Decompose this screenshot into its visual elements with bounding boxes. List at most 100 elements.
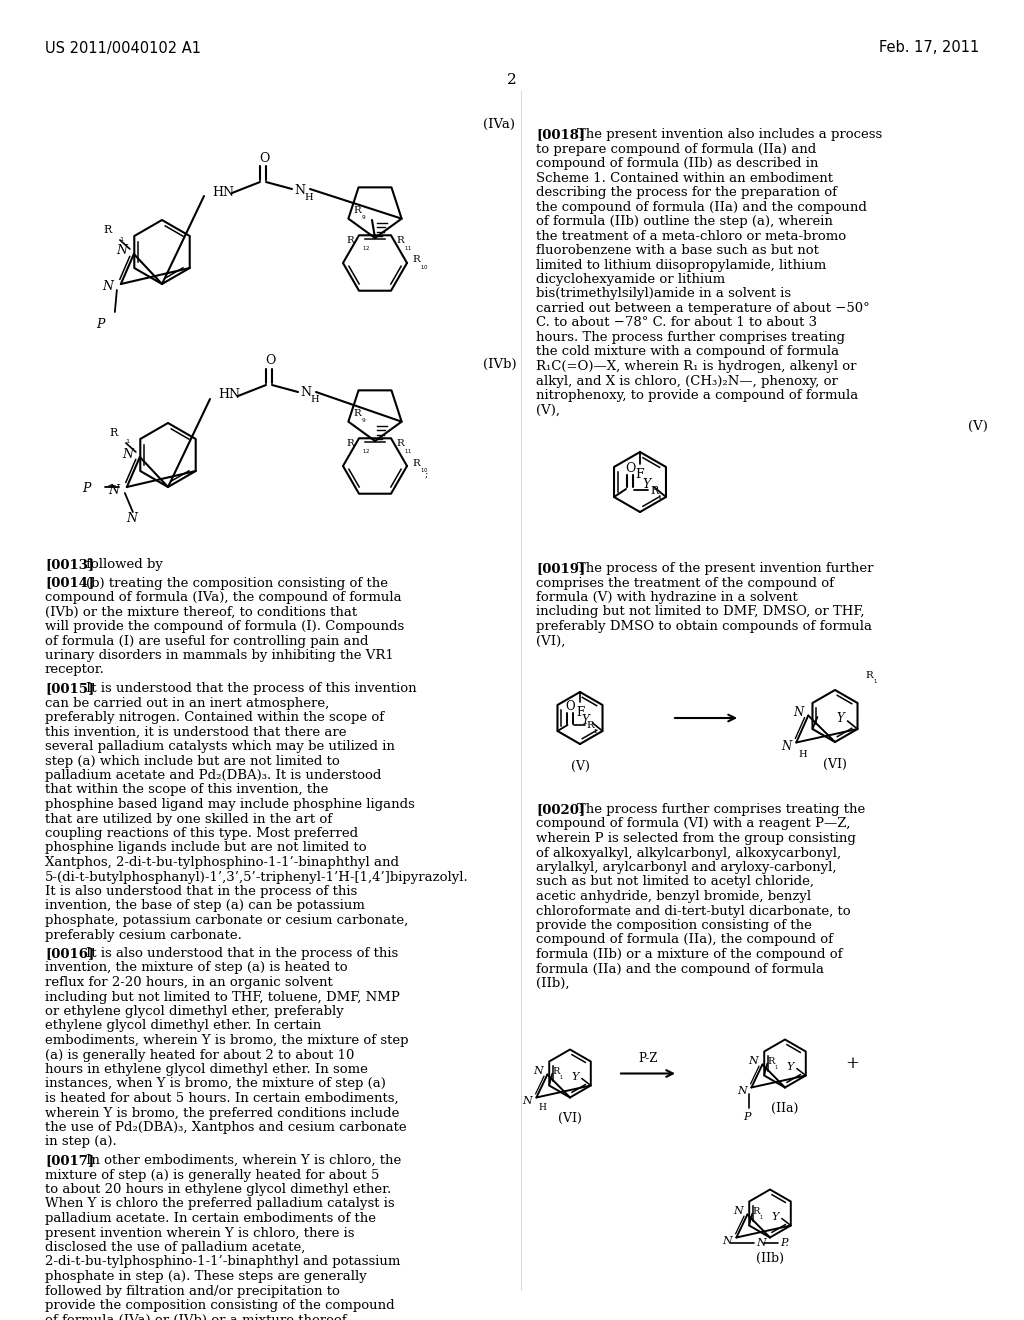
Text: The process of the present invention further: The process of the present invention fur… <box>578 562 873 576</box>
Text: O: O <box>625 462 635 475</box>
Text: N: N <box>294 183 305 197</box>
Text: N: N <box>300 387 311 400</box>
Text: invention, the mixture of step (a) is heated to: invention, the mixture of step (a) is he… <box>45 961 347 974</box>
Text: 5-(di-t-butylphosphanyl)-1’,3’,5’-triphenyl-1’H-[1,4’]bipyrazolyl.: 5-(di-t-butylphosphanyl)-1’,3’,5’-triphe… <box>45 870 469 883</box>
Text: dicyclohexyamide or lithium: dicyclohexyamide or lithium <box>536 273 725 286</box>
Text: [0020]: [0020] <box>536 803 585 816</box>
Text: The process further comprises treating the: The process further comprises treating t… <box>578 803 865 816</box>
Text: Y: Y <box>771 1212 779 1221</box>
Text: N: N <box>781 741 792 752</box>
Text: $_{10}$: $_{10}$ <box>420 264 429 272</box>
Text: N: N <box>522 1096 532 1106</box>
Text: to about 20 hours in ethylene glycol dimethyl ether.: to about 20 hours in ethylene glycol dim… <box>45 1183 391 1196</box>
Text: $_{12}$: $_{12}$ <box>362 244 371 252</box>
Text: It is understood that the process of this invention: It is understood that the process of thi… <box>86 682 417 696</box>
Text: phosphate in step (a). These steps are generally: phosphate in step (a). These steps are g… <box>45 1270 367 1283</box>
Text: (IVa): (IVa) <box>483 117 515 131</box>
Text: $_{12}$: $_{12}$ <box>362 447 371 455</box>
Text: invention, the base of step (a) can be potassium: invention, the base of step (a) can be p… <box>45 899 365 912</box>
Text: [0017]: [0017] <box>45 1154 94 1167</box>
Text: F: F <box>636 469 644 480</box>
Text: instances, when Y is bromo, the mixture of step (a): instances, when Y is bromo, the mixture … <box>45 1077 386 1090</box>
Text: P: P <box>83 483 91 495</box>
Text: $_{10}$: $_{10}$ <box>420 466 429 475</box>
Text: (IIb),: (IIb), <box>536 977 569 990</box>
Text: R: R <box>110 428 118 438</box>
Text: step (a) which include but are not limited to: step (a) which include but are not limit… <box>45 755 340 767</box>
Text: alkyl, and X is chloro, (CH₃)₂N—, phenoxy, or: alkyl, and X is chloro, (CH₃)₂N—, phenox… <box>536 375 838 388</box>
Text: the cold mixture with a compound of formula: the cold mixture with a compound of form… <box>536 346 839 359</box>
Text: (IVb): (IVb) <box>483 358 517 371</box>
Text: (V): (V) <box>968 420 988 433</box>
Text: 2: 2 <box>507 73 517 87</box>
Text: the treatment of a meta-chloro or meta-bromo: the treatment of a meta-chloro or meta-b… <box>536 230 846 243</box>
Text: N: N <box>101 281 113 293</box>
Text: R: R <box>587 722 594 730</box>
Text: such as but not limited to acetyl chloride,: such as but not limited to acetyl chlori… <box>536 875 814 888</box>
Text: N: N <box>723 1236 732 1246</box>
Text: that within the scope of this invention, the: that within the scope of this invention,… <box>45 784 329 796</box>
Text: coupling reactions of this type. Most preferred: coupling reactions of this type. Most pr… <box>45 828 358 840</box>
Text: (VI),: (VI), <box>536 635 565 648</box>
Text: Scheme 1. Contained within an embodiment: Scheme 1. Contained within an embodiment <box>536 172 833 185</box>
Text: R: R <box>753 1206 760 1216</box>
Text: [0016]: [0016] <box>45 946 94 960</box>
Text: formula (V) with hydrazine in a solvent: formula (V) with hydrazine in a solvent <box>536 591 798 605</box>
Text: including but not limited to THF, toluene, DMF, NMP: including but not limited to THF, toluen… <box>45 990 400 1003</box>
Text: including but not limited to DMF, DMSO, or THF,: including but not limited to DMF, DMSO, … <box>536 606 864 619</box>
Text: (IIa): (IIa) <box>771 1101 799 1114</box>
Text: $_1$: $_1$ <box>594 727 598 737</box>
Text: $_1$: $_1$ <box>759 1213 764 1222</box>
Text: describing the process for the preparation of: describing the process for the preparati… <box>536 186 837 199</box>
Text: +: + <box>845 1055 859 1072</box>
Text: HN: HN <box>212 186 234 198</box>
Text: [0015]: [0015] <box>45 682 94 696</box>
Text: urinary disorders in mammals by inhibiting the VR1: urinary disorders in mammals by inhibiti… <box>45 649 394 663</box>
Text: of formula (I) are useful for controlling pain and: of formula (I) are useful for controllin… <box>45 635 369 648</box>
Text: formula (IIb) or a mixture of the compound of: formula (IIb) or a mixture of the compou… <box>536 948 843 961</box>
Text: preferably nitrogen. Contained within the scope of: preferably nitrogen. Contained within th… <box>45 711 384 723</box>
Text: fluorobenzene with a base such as but not: fluorobenzene with a base such as but no… <box>536 244 819 257</box>
Text: Y: Y <box>571 1072 579 1081</box>
Text: $_9$: $_9$ <box>361 416 367 425</box>
Text: arylalkyl, arylcarbonyl and aryloxy-carbonyl,: arylalkyl, arylcarbonyl and aryloxy-carb… <box>536 861 837 874</box>
Text: H: H <box>539 1104 546 1111</box>
Text: $_{1.}$: $_{1.}$ <box>657 492 665 502</box>
Text: R: R <box>346 438 354 447</box>
Text: $_1$: $_1$ <box>119 235 125 243</box>
Text: US 2011/0040102 A1: US 2011/0040102 A1 <box>45 41 201 55</box>
Text: of formula (IVa) or (IVb) or a mixture thereof.: of formula (IVa) or (IVb) or a mixture t… <box>45 1313 350 1320</box>
Text: (b) treating the composition consisting of the: (b) treating the composition consisting … <box>86 577 388 590</box>
Text: can be carried out in an inert atmosphere,: can be carried out in an inert atmospher… <box>45 697 330 710</box>
Text: [0019]: [0019] <box>536 562 586 576</box>
Text: (V): (V) <box>570 760 590 774</box>
Text: followed by filtration and/or precipitation to: followed by filtration and/or precipitat… <box>45 1284 340 1298</box>
Text: phosphine based ligand may include phosphine ligands: phosphine based ligand may include phosp… <box>45 799 415 810</box>
Text: R: R <box>412 256 420 264</box>
Text: hours in ethylene glycol dimethyl ether. In some: hours in ethylene glycol dimethyl ether.… <box>45 1063 368 1076</box>
Text: (VI): (VI) <box>558 1111 582 1125</box>
Text: R: R <box>346 236 354 244</box>
Text: wherein Y is bromo, the preferred conditions include: wherein Y is bromo, the preferred condit… <box>45 1106 399 1119</box>
Text: It is also understood that in the process of this: It is also understood that in the proces… <box>45 884 357 898</box>
Text: provide the composition consisting of the compound: provide the composition consisting of th… <box>45 1299 394 1312</box>
Text: palladium acetate. In certain embodiments of the: palladium acetate. In certain embodiment… <box>45 1212 376 1225</box>
Text: palladium acetate and Pd₂(DBA)₃. It is understood: palladium acetate and Pd₂(DBA)₃. It is u… <box>45 770 381 781</box>
Text: compound of formula (IIa), the compound of: compound of formula (IIa), the compound … <box>536 933 833 946</box>
Text: N: N <box>116 244 127 257</box>
Text: Y: Y <box>643 478 651 491</box>
Text: phosphine ligands include but are not limited to: phosphine ligands include but are not li… <box>45 842 367 854</box>
Text: this invention, it is understood that there are: this invention, it is understood that th… <box>45 726 346 738</box>
Text: ;: ; <box>425 470 428 479</box>
Text: R: R <box>412 458 420 467</box>
Text: will provide the compound of formula (I). Compounds: will provide the compound of formula (I)… <box>45 620 404 634</box>
Text: N: N <box>733 1206 743 1217</box>
Text: In other embodiments, wherein Y is chloro, the: In other embodiments, wherein Y is chlor… <box>86 1154 401 1167</box>
Text: Xantphos, 2-di-t-bu-tylphosphino-1-1’-binaphthyl and: Xantphos, 2-di-t-bu-tylphosphino-1-1’-bi… <box>45 855 399 869</box>
Text: O: O <box>265 355 275 367</box>
Text: chloroformate and di-tert-butyl dicarbonate, to: chloroformate and di-tert-butyl dicarbon… <box>536 904 851 917</box>
Text: $_9$: $_9$ <box>361 214 367 222</box>
Text: $_1$: $_1$ <box>873 677 878 686</box>
Text: bis(trimethylsilyl)amide in a solvent is: bis(trimethylsilyl)amide in a solvent is <box>536 288 792 301</box>
Text: H: H <box>304 193 312 202</box>
